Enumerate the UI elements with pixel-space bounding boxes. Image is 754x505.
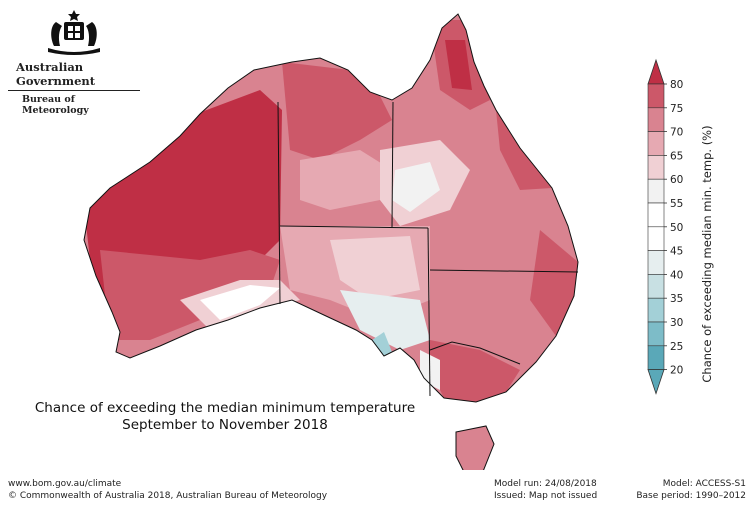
legend-tick-labels: 20 25 30 35 40 45 50 55 60 65 70 75 80	[664, 79, 683, 377]
legend-tick-label: 30	[670, 317, 683, 329]
model-run: Model run: 24/08/2018	[494, 479, 597, 489]
caption-line-1: Chance of exceeding the median minimum t…	[34, 400, 416, 416]
legend-tick-label: 60	[670, 174, 683, 186]
government-name: Australian Government	[16, 60, 96, 88]
legend-tick-label: 35	[670, 293, 683, 305]
logo-divider	[8, 90, 140, 91]
legend-band	[647, 250, 665, 275]
legend-band	[647, 107, 665, 132]
australia-probability-map	[83, 13, 579, 470]
legend-band	[647, 178, 665, 204]
commonwealth-coat-of-arms-icon	[48, 10, 100, 55]
legend-band	[647, 83, 665, 109]
legend-band	[647, 345, 665, 370]
legend-bands	[647, 58, 665, 395]
legend-band	[647, 297, 665, 323]
legend-tick-label: 25	[670, 341, 683, 353]
base-period: Base period: 1990–2012	[636, 491, 746, 501]
footer-left: www.bom.gov.au/climate © Commonwealth of…	[8, 478, 327, 502]
tasmania	[455, 425, 495, 470]
bom-logo: Australian Government Bureau of Meteorol…	[8, 8, 140, 116]
legend-tick-label: 70	[670, 127, 683, 139]
caption-line-2: September to November 2018	[122, 417, 328, 433]
legend-band	[647, 155, 665, 180]
model-name: Model: ACCESS-S1	[662, 479, 746, 489]
map-caption: Chance of exceeding the median minimum t…	[10, 400, 440, 434]
legend-tick-label: 80	[670, 79, 683, 91]
state-borders	[277, 101, 579, 397]
copyright-text: © Commonwealth of Australia 2018, Austra…	[8, 491, 328, 501]
legend-tick-label: 20	[670, 365, 683, 377]
legend-tick-label: 65	[670, 150, 683, 162]
legend-band	[647, 226, 665, 251]
legend-tick-label: 75	[670, 103, 683, 115]
legend-tick-label: 45	[670, 246, 683, 258]
legend-tick-label: 40	[670, 269, 683, 281]
issued-status: Issued: Map not issued	[494, 491, 598, 501]
legend-title: Chance of exceeding median min. temp. (%…	[700, 125, 714, 382]
legend-band	[647, 274, 665, 299]
legend-bottom-arrow	[647, 369, 665, 395]
bureau-name: Bureau of Meteorology	[22, 94, 89, 116]
legend-tick-label: 55	[670, 198, 683, 210]
legend-band	[647, 131, 665, 156]
legend-band	[647, 202, 665, 228]
color-legend: 20 25 30 35 40 45 50 55 60 65 70 75 80 Chance of exc…	[647, 58, 714, 395]
source-url: www.bom.gov.au/climate	[8, 479, 122, 489]
footer-middle: Model run: 24/08/2018 Issued: Map not is…	[494, 478, 597, 502]
legend-top-arrow	[647, 58, 665, 85]
legend-band	[647, 321, 665, 347]
footer-right: Model: ACCESS-S1 Base period: 1990–2012	[636, 478, 746, 502]
legend-tick-label: 50	[670, 222, 683, 234]
